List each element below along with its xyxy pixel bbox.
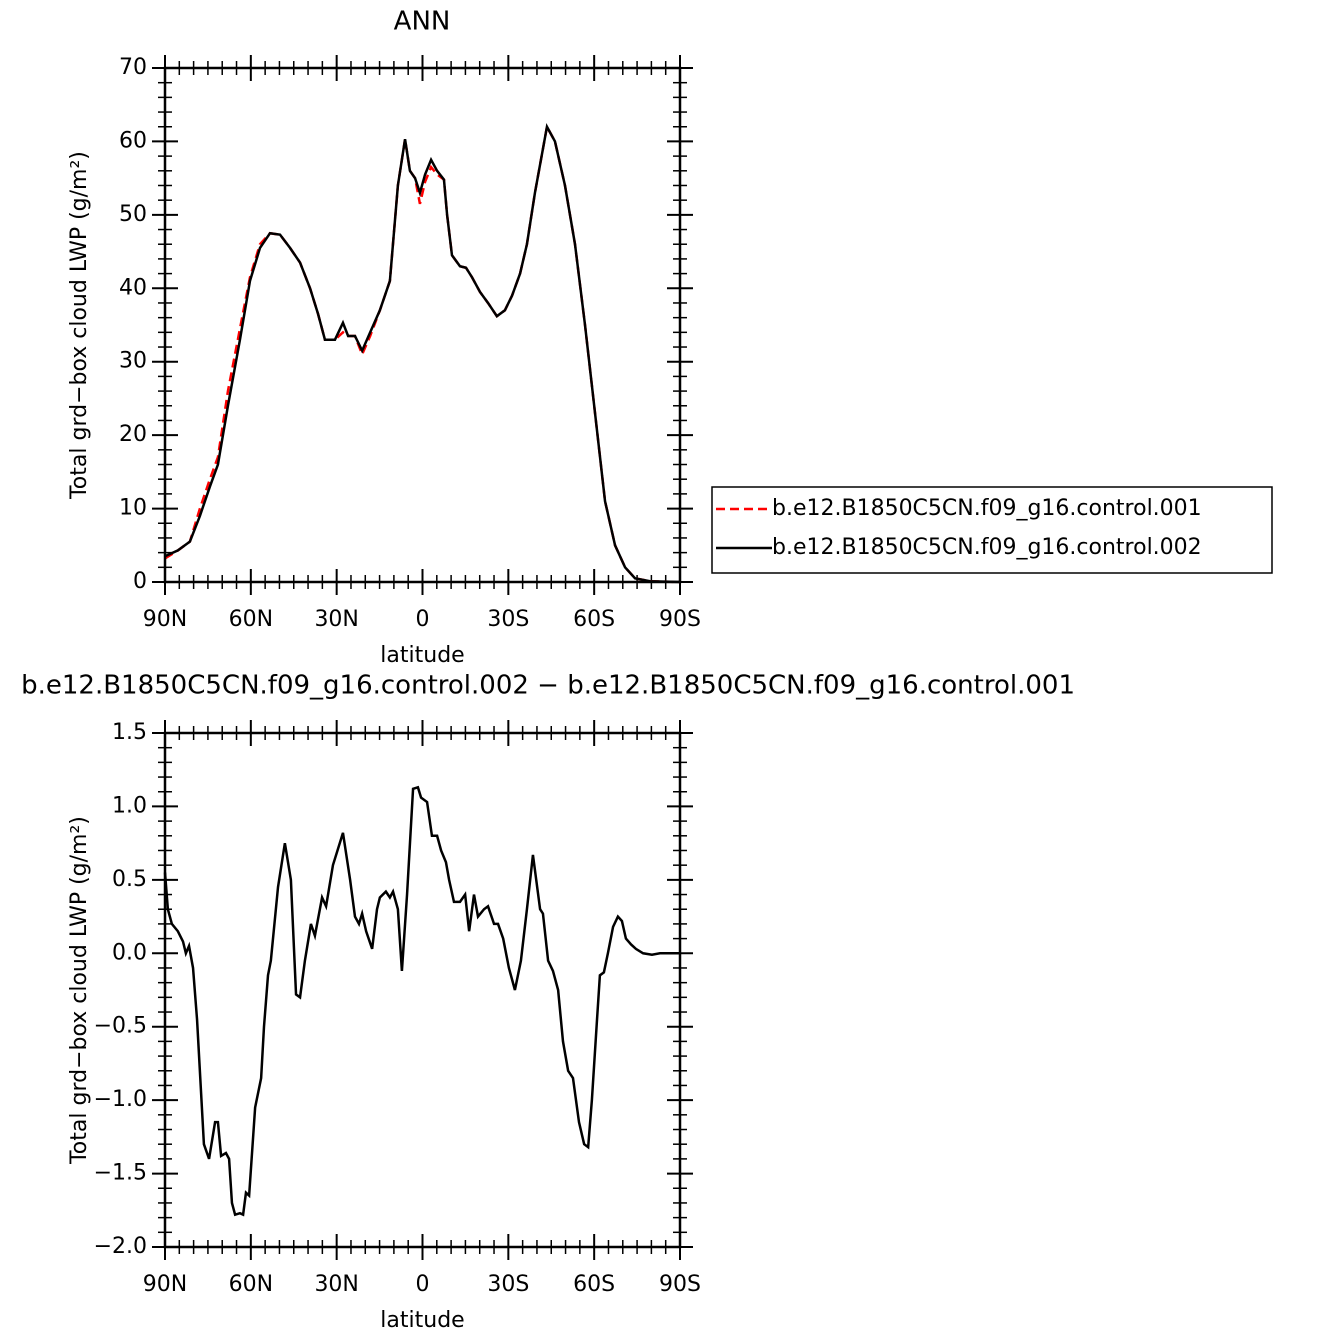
y-tick-label: 30 [119,349,147,374]
x-tick-label: 30S [487,1272,529,1297]
legend-box [711,486,1273,574]
plot-frame [163,66,682,584]
y-tick-label: 0.5 [112,867,147,892]
x-tick-label: 30N [314,1272,358,1297]
x-tick-label: 60N [229,1272,273,1297]
y-tick-label: 70 [119,55,147,80]
x-tick-label: 90S [659,1272,701,1297]
x-axis-label: latitude [380,1308,464,1333]
x-tick-label: 90N [143,607,187,632]
data-line [164,123,681,584]
y-tick-label: 10 [119,496,147,521]
chart-title: b.e12.B1850C5CN.f09_g16.control.002 − b.… [21,671,1075,701]
y-tick-label: 1.0 [112,793,147,818]
legend-label: b.e12.B1850C5CN.f09_g16.control.002 [772,535,1202,560]
x-tick-label: 60N [229,607,273,632]
y-tick-label: 50 [119,202,147,227]
y-tick-label: −1.0 [94,1087,147,1112]
x-axis-label: latitude [380,643,464,668]
y-axis-label: Total grd−box cloud LWP (g/m²) [67,816,92,1165]
x-tick-label: 0 [416,607,430,632]
x-tick-label: 90S [659,607,701,632]
legend-label: b.e12.B1850C5CN.f09_g16.control.001 [772,496,1202,521]
data-line [163,785,680,1217]
x-tick-label: 90N [143,1272,187,1297]
x-tick-label: 30S [487,607,529,632]
y-tick-label: 40 [119,275,147,300]
y-tick-label: 60 [119,128,147,153]
data-line [164,123,681,584]
x-tick-label: 30N [314,607,358,632]
x-tick-label: 0 [416,1272,430,1297]
y-tick-label: 1.5 [112,720,147,745]
plot-frame [163,731,682,1249]
y-tick-label: −2.0 [94,1234,147,1259]
y-axis-label: Total grd−box cloud LWP (g/m²) [67,151,92,500]
y-tick-label: −0.5 [94,1014,147,1039]
x-tick-label: 60S [573,607,615,632]
y-tick-label: 0.0 [112,940,147,965]
y-tick-label: −1.5 [94,1161,147,1186]
y-tick-label: 20 [119,422,147,447]
y-tick-label: 0 [133,569,147,594]
chart-title: ANN [394,7,451,37]
x-tick-label: 60S [573,1272,615,1297]
